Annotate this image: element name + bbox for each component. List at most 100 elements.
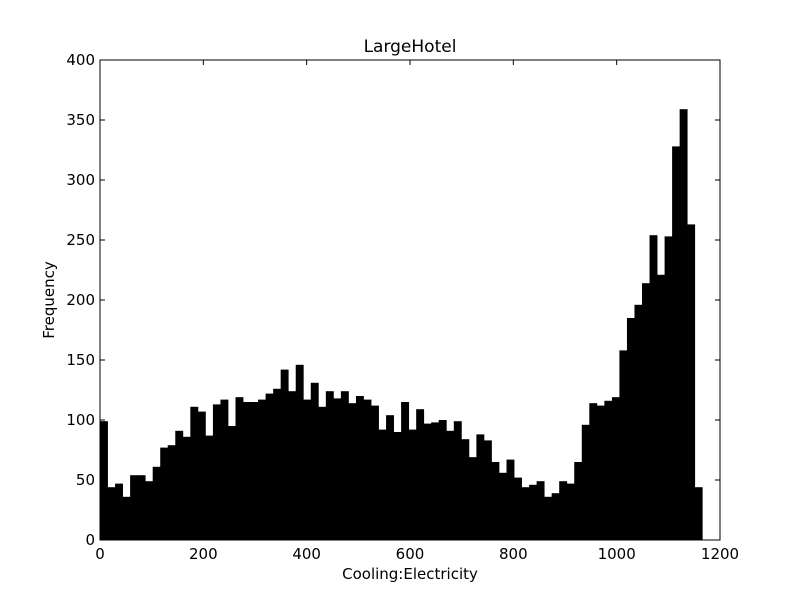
y-tick-label: 100 — [66, 411, 95, 429]
y-tick-label: 50 — [76, 471, 95, 489]
x-tick-label: 1200 — [701, 545, 739, 563]
histogram-bar — [310, 382, 319, 540]
histogram-bar — [378, 429, 387, 540]
histogram-bar — [107, 487, 116, 540]
histogram-bar — [544, 496, 553, 540]
histogram-bar — [476, 434, 485, 540]
x-axis-label: Cooling:Electricity — [342, 565, 478, 583]
histogram-bar — [559, 481, 568, 540]
x-tick-label: 0 — [95, 545, 105, 563]
histogram-bar — [431, 422, 440, 540]
histogram-bar — [348, 403, 357, 540]
histogram-bar — [227, 426, 236, 540]
histogram-bar — [461, 439, 470, 540]
histogram-bar — [115, 483, 123, 540]
histogram-bar — [160, 447, 169, 540]
histogram-bar — [295, 364, 304, 540]
histogram-bar — [175, 430, 184, 540]
histogram-bar — [182, 436, 191, 540]
histogram-bar — [672, 146, 681, 540]
histogram-bar — [280, 369, 289, 540]
histogram-bar — [604, 400, 613, 540]
histogram-bar — [679, 109, 688, 540]
histogram-bar — [611, 397, 620, 540]
y-tick-label: 0 — [85, 531, 95, 549]
histogram-bar — [566, 483, 575, 540]
y-tick-label: 350 — [66, 111, 95, 129]
histogram-bar — [258, 399, 267, 540]
y-tick-label: 250 — [66, 231, 95, 249]
histogram-bar — [122, 496, 131, 540]
histogram-bar — [130, 475, 139, 540]
histogram-bar — [694, 487, 703, 540]
y-axis-label: Frequency — [40, 261, 58, 339]
y-tick-label: 400 — [66, 51, 95, 69]
histogram-bar — [288, 391, 297, 540]
histogram-bar — [137, 475, 146, 540]
histogram-bar — [393, 432, 402, 540]
x-tick-label: 800 — [499, 545, 528, 563]
chart-title: LargeHotel — [364, 37, 457, 57]
histogram-bar — [386, 415, 394, 540]
x-tick-label: 600 — [396, 545, 425, 563]
histogram-bar — [468, 457, 477, 540]
histogram-bar — [596, 405, 605, 540]
histogram-bar — [212, 404, 221, 540]
histogram-bar — [589, 403, 598, 540]
histogram-bar — [250, 402, 259, 540]
x-tick-label: 400 — [292, 545, 321, 563]
histogram-bar — [498, 472, 507, 540]
histogram-bar — [408, 429, 417, 540]
histogram-bar — [371, 405, 379, 540]
histogram-bar — [220, 399, 229, 540]
histogram-bar — [318, 406, 327, 540]
histogram-bar — [619, 350, 628, 540]
histogram-bar — [438, 420, 447, 540]
histogram-bar — [649, 235, 658, 540]
histogram-bar — [506, 459, 515, 540]
histogram-bar — [190, 406, 199, 540]
histogram-bar — [100, 421, 108, 540]
histogram-bar — [514, 477, 522, 540]
histogram-bar — [363, 399, 372, 540]
histogram-bar — [303, 399, 312, 540]
y-tick-label: 300 — [66, 171, 95, 189]
histogram-bar — [626, 318, 635, 540]
histogram-bar — [205, 435, 214, 540]
histogram-bar — [333, 398, 342, 540]
histogram-bar — [265, 393, 274, 540]
histogram-bar — [243, 402, 251, 540]
histogram-bar — [551, 493, 560, 540]
histogram-bar — [401, 402, 410, 540]
histogram-bar — [536, 481, 545, 540]
histogram-bar — [687, 224, 696, 540]
histogram-bar — [521, 487, 530, 540]
histogram-bar — [355, 396, 364, 540]
histogram-bar — [273, 388, 282, 540]
y-tick-label: 150 — [66, 351, 95, 369]
histogram-bar — [423, 423, 432, 540]
histogram-bar — [664, 236, 673, 540]
histogram-bar — [197, 411, 206, 540]
x-tick-label: 1000 — [598, 545, 636, 563]
histogram-bar — [340, 391, 349, 540]
ticks-group: 0 200 400 600 800 1000 1200 0 50 100 150 200 250 300 3… — [66, 51, 739, 563]
plot-frame — [99, 59, 721, 541]
histogram-bar — [657, 274, 665, 540]
bars-group — [100, 109, 703, 540]
histogram-bar — [167, 445, 176, 540]
histogram-bar — [235, 397, 244, 540]
histogram-bar — [152, 466, 161, 540]
histogram-bar — [581, 424, 590, 540]
histogram-bar — [574, 462, 583, 540]
histogram-bar — [145, 481, 154, 540]
histogram-bar — [483, 440, 492, 540]
histogram-bar — [529, 484, 538, 540]
histogram-bar — [491, 462, 500, 540]
histogram-bar — [416, 409, 425, 540]
histogram-bar — [325, 391, 334, 540]
histogram-bar — [446, 430, 455, 540]
histogram-bar — [453, 421, 462, 540]
x-tick-label: 200 — [189, 545, 218, 563]
